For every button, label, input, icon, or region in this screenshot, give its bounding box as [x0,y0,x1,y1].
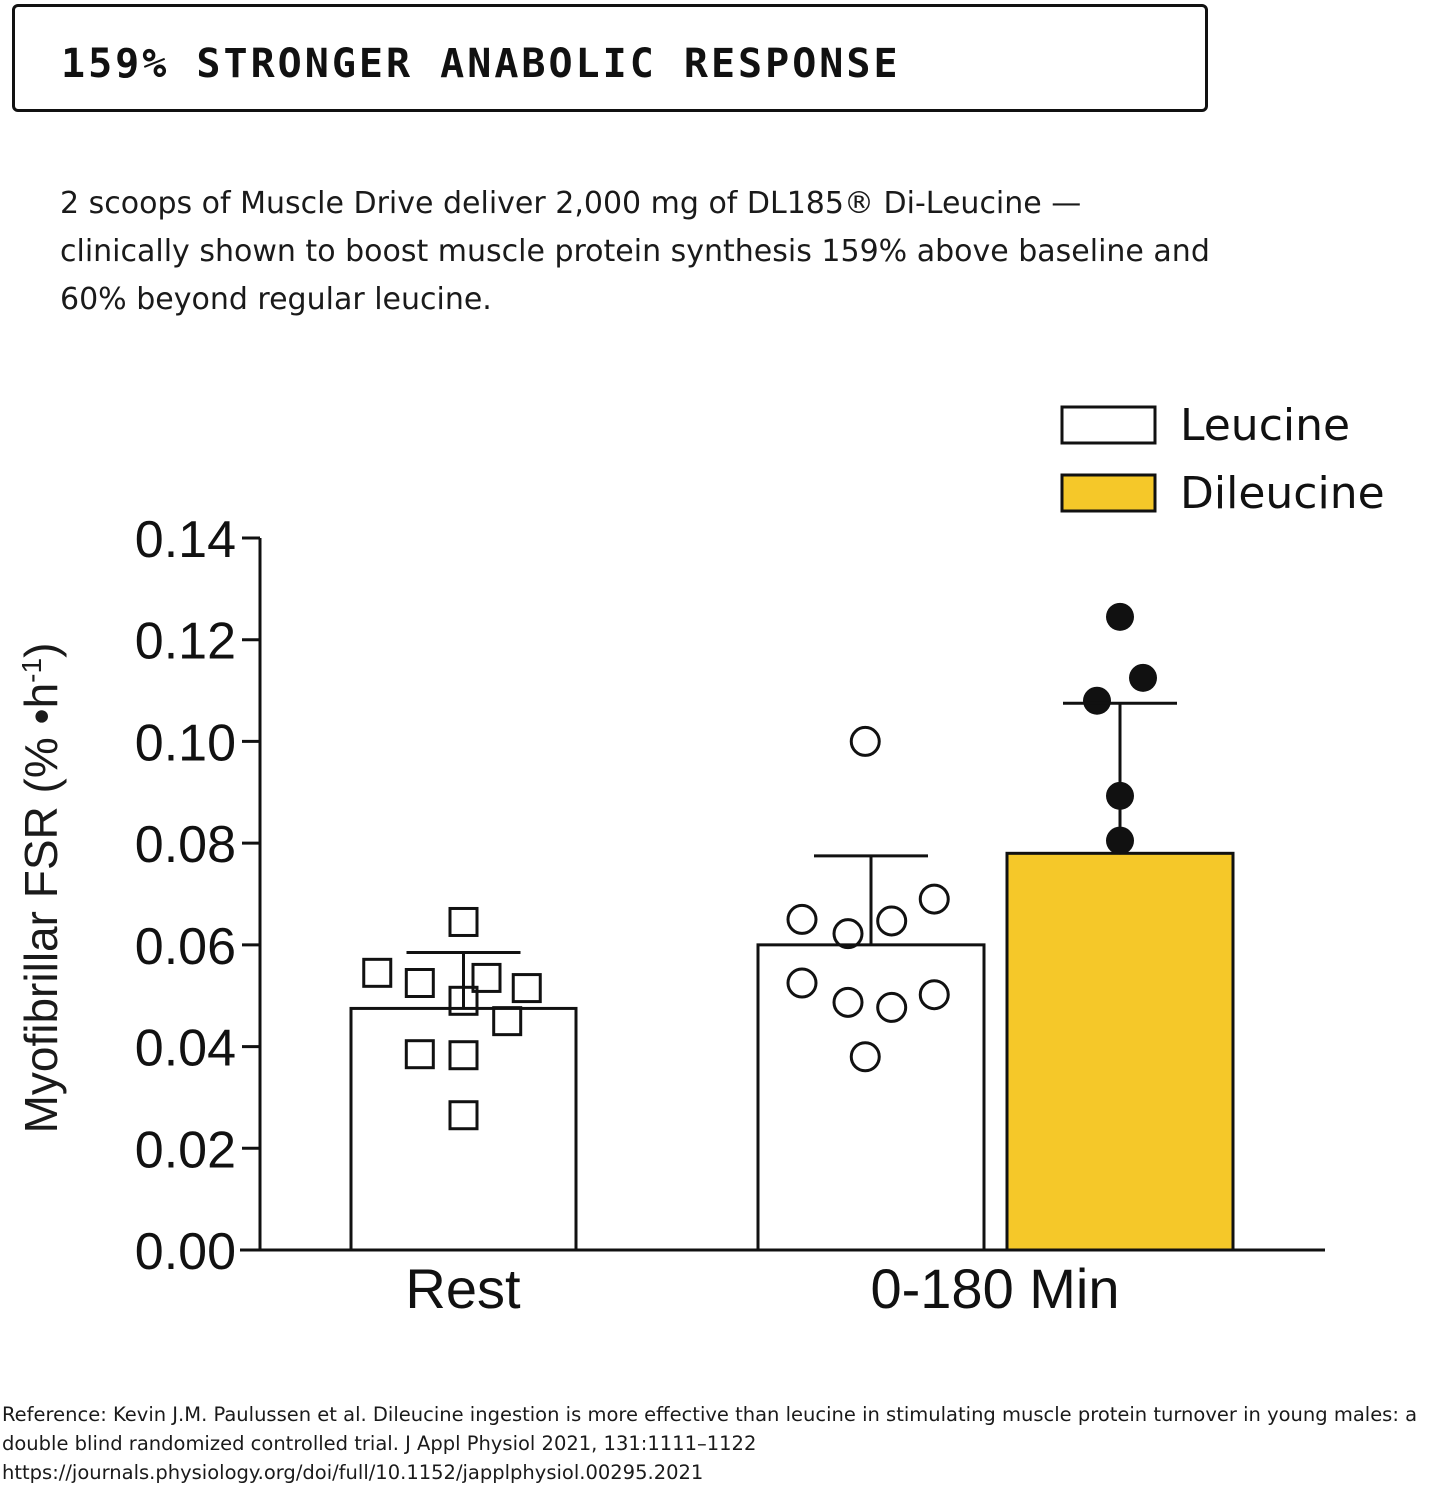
data-point [876,991,908,1023]
data-point [1106,602,1134,631]
data-points [362,602,1157,1131]
y-tick-label: 0.00 [135,1223,236,1281]
data-point [404,1039,435,1070]
data-point [511,973,542,1004]
data-point [832,986,864,1018]
data-point [448,1040,479,1071]
y-tick-label: 0.04 [135,1020,236,1078]
y-axis-title: Myofibrillar FSR (% •h-1) [15,643,67,1134]
y-tick-label: 0.02 [135,1121,236,1179]
reference-note: Reference: Kevin J.M. Paulussen et al. D… [2,1403,1418,1484]
data-point [786,903,818,935]
data-point [849,725,881,757]
data-point [492,1006,523,1037]
bar [1005,851,1235,1252]
axes: 0.00 0.02 0.04 0.06 0.08 0.10 0.12 0.14 Rest 0-18… [135,511,1325,1320]
error-bar [1063,701,1177,854]
data-point [918,883,950,915]
data-point [448,906,479,937]
page-title: 159% STRONGER ANABOLIC RESPONSE [61,41,901,87]
data-point [471,962,502,993]
data-point [849,1041,881,1073]
error-bars [406,701,1177,1009]
x-tick-label: 0-180 Min [870,1257,1119,1320]
legend-swatch [1060,405,1157,445]
data-point [786,967,818,999]
y-tick-label: 0.14 [135,511,236,569]
title-box: 159% STRONGER ANABOLIC RESPONSE [12,4,1208,112]
data-point [404,968,435,998]
data-point [876,905,908,937]
y-tick-label: 0.08 [135,816,236,874]
data-point [918,979,950,1011]
x-tick-label: Rest [405,1257,521,1320]
y-tick-label: 0.12 [135,613,236,671]
bars [349,851,1235,1252]
y-tick-label: 0.06 [135,918,236,976]
legend-item: Leucine [1060,400,1350,451]
data-point [1129,663,1157,692]
data-point [1083,686,1111,715]
data-point [832,918,864,950]
legend-item: Dileucine [1060,468,1385,519]
legend-swatch [1060,473,1157,513]
data-point [448,1100,479,1131]
error-bar [814,854,928,945]
legend-label: Leucine [1180,400,1350,451]
legend: Leucine Dileucine [1060,400,1385,519]
y-axis-label: Myofibrillar FSR (% •h-1) [15,643,67,1134]
data-point [362,957,393,988]
legend-label: Dileucine [1180,468,1385,519]
y-tick-label: 0.10 [135,714,236,772]
error-bar [406,950,521,1009]
intro-paragraph: 2 scoops of Muscle Drive deliver 2,000 m… [60,186,1210,317]
